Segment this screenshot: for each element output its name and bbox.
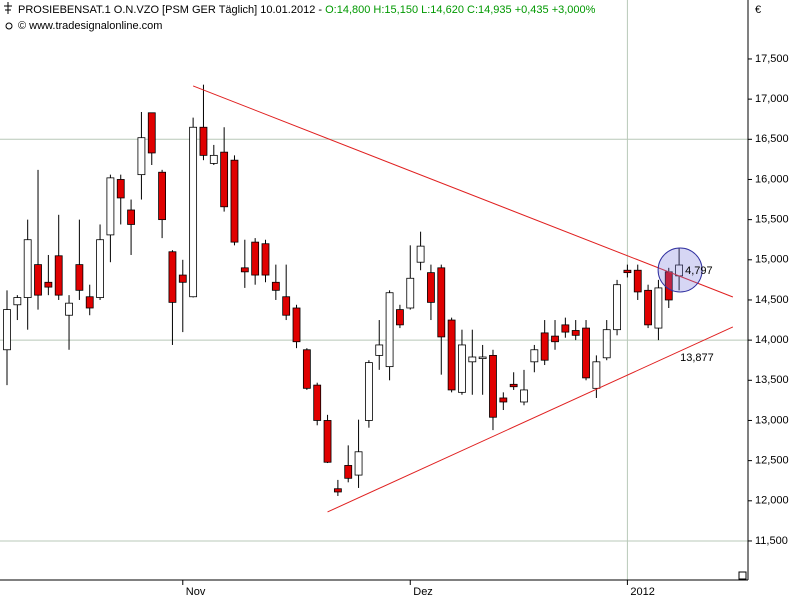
candle-body xyxy=(499,397,508,403)
quote: O:14,800 H:15,150 L:14,620 C:14,935 +0,4… xyxy=(325,4,596,16)
y-tick-label: 11,500 xyxy=(755,535,788,547)
candle-body xyxy=(106,177,115,236)
candle-body xyxy=(644,289,652,326)
highlight-circle xyxy=(657,247,703,293)
candle-body xyxy=(302,349,311,389)
candle-body xyxy=(292,307,301,343)
plot-area xyxy=(0,0,748,580)
candle-body xyxy=(34,264,42,296)
candle-body xyxy=(571,330,580,336)
candle-body xyxy=(406,277,415,309)
candle-body xyxy=(333,488,342,493)
candle-body xyxy=(85,296,94,309)
chart-title: PROSIEBENSAT.1 O.N.VZO [PSM GER Täglich]… xyxy=(18,4,322,16)
candle-body xyxy=(375,344,384,356)
candle-body xyxy=(592,361,601,389)
header-text: PROSIEBENSAT.1 O.N.VZO [PSM GER Täglich]… xyxy=(18,4,596,16)
candle-body xyxy=(313,384,322,421)
candle-body xyxy=(613,284,621,331)
candle-body xyxy=(354,451,363,476)
candle-body xyxy=(385,292,394,368)
candle-body xyxy=(344,465,353,479)
candle-body xyxy=(158,171,167,221)
candle-body xyxy=(520,389,528,403)
candle-body xyxy=(468,356,477,363)
candle-body xyxy=(54,255,63,296)
source: © www.tradesignalonline.com xyxy=(18,20,162,32)
candle-body xyxy=(602,329,611,359)
candle-body xyxy=(582,327,590,379)
trendline xyxy=(192,85,734,298)
candle-body xyxy=(447,319,456,391)
candle-body xyxy=(230,159,239,243)
candle-body xyxy=(199,126,208,156)
candle-body xyxy=(271,281,280,291)
candle-body xyxy=(251,241,260,276)
y-tick-label: 15,000 xyxy=(755,254,789,266)
candle-body xyxy=(416,245,425,263)
candle-body xyxy=(489,354,497,418)
x-tick-label: Nov xyxy=(186,586,206,598)
x-tick-label: 2012 xyxy=(630,586,654,598)
y-tick-label: 14,500 xyxy=(755,294,789,306)
x-tick-label: Dez xyxy=(413,586,433,598)
candle-body xyxy=(220,151,229,208)
y-tick-label: 17,500 xyxy=(755,53,789,65)
source-icon xyxy=(5,22,13,30)
candle-body xyxy=(540,332,549,361)
candle-body xyxy=(44,281,53,288)
candle-body xyxy=(168,251,177,303)
candle-body xyxy=(282,296,291,316)
header: PROSIEBENSAT.1 O.N.VZO [PSM GER Täglich]… xyxy=(4,2,761,32)
candle-body xyxy=(116,179,125,199)
candle-body xyxy=(530,349,539,363)
candle-body xyxy=(178,274,187,283)
candle-body xyxy=(127,209,135,225)
currency-label: € xyxy=(755,4,761,16)
y-tick-label: 14,000 xyxy=(755,334,789,346)
candle-body xyxy=(240,267,249,273)
candle-body xyxy=(458,344,466,393)
y-tick-label: 17,000 xyxy=(755,93,789,105)
candle-body xyxy=(561,324,570,333)
candle-body xyxy=(75,264,84,291)
annotation: 13,877 xyxy=(680,352,714,364)
candle-body xyxy=(437,267,446,338)
candle-body xyxy=(364,362,373,421)
candle-body xyxy=(551,335,559,343)
candle-body xyxy=(633,269,642,293)
candle-body xyxy=(654,287,663,329)
candle-body xyxy=(323,420,332,463)
candle-body xyxy=(23,239,32,298)
candle-body xyxy=(189,126,198,298)
annotation: 4,797 xyxy=(685,265,713,277)
y-tick-label: 12,500 xyxy=(755,455,789,467)
candle-body xyxy=(427,272,435,303)
y-tick-label: 16,500 xyxy=(755,133,789,145)
y-tick-label: 12,000 xyxy=(755,495,789,507)
candle-body xyxy=(261,243,270,276)
y-tick-label: 15,500 xyxy=(755,214,789,226)
y-tick-label: 13,000 xyxy=(755,414,789,426)
candle-body xyxy=(147,112,156,154)
header-icon xyxy=(4,2,12,14)
candle-body xyxy=(209,154,218,164)
candle-body xyxy=(623,269,632,274)
corner-box xyxy=(738,571,747,580)
candle-body xyxy=(478,356,487,360)
candle-body xyxy=(3,309,11,351)
y-tick-label: 16,000 xyxy=(755,173,789,185)
candle-body xyxy=(509,383,518,388)
candle-body xyxy=(65,302,73,316)
candle-body xyxy=(137,137,146,176)
y-tick-label: 13,500 xyxy=(755,374,789,386)
candle-body xyxy=(396,309,404,326)
candle-body xyxy=(96,239,104,298)
candle-body xyxy=(13,297,22,306)
trendline xyxy=(327,326,734,513)
